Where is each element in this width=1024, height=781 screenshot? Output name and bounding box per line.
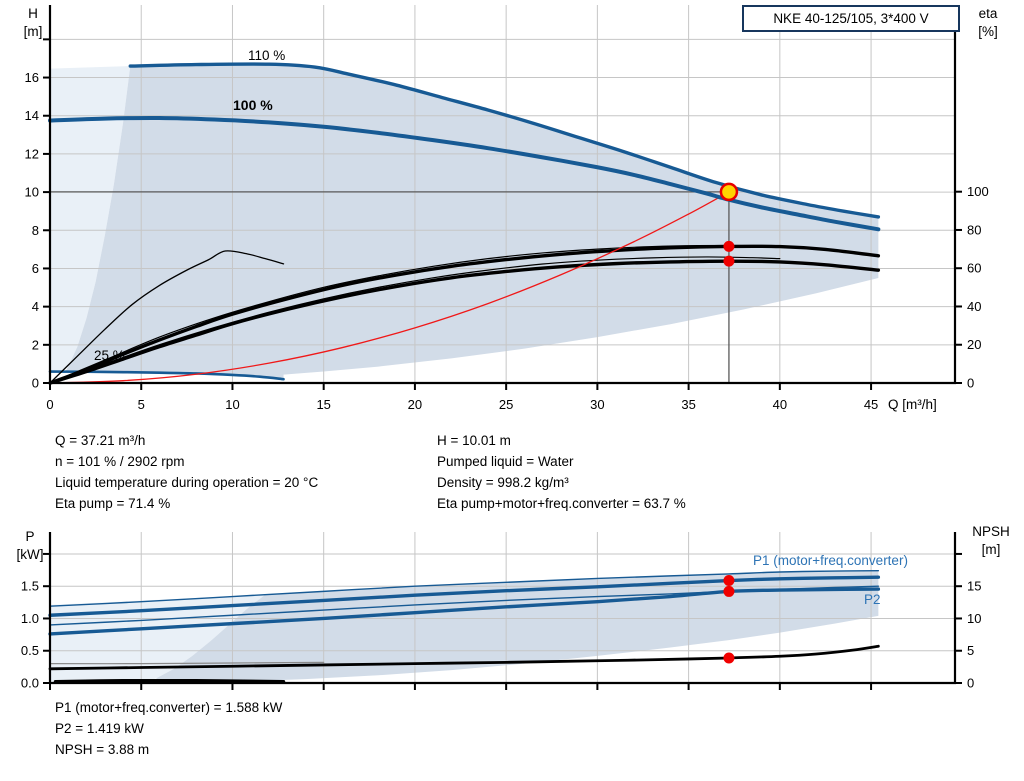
axis-tick-label: 45 bbox=[864, 397, 878, 412]
system-curve bbox=[49, 191, 730, 384]
axis-tick-label: 20 bbox=[408, 397, 422, 412]
annotation-head: H = 10.01 m bbox=[437, 433, 511, 448]
axis-tick-label: 10 bbox=[967, 611, 981, 626]
axis-tick-label: 30 bbox=[590, 397, 604, 412]
head-chart: 0 2 4 6 8 10 12 14 16 0 20 40 60 80 100 0 5 10 15 20 25 30 35 4… bbox=[24, 5, 998, 412]
p2-25-curve bbox=[53, 678, 286, 684]
annotation-p2: P2 = 1.419 kW bbox=[55, 721, 144, 736]
pump-model-title-box: NKE 40-125/105, 3*400 V bbox=[742, 5, 960, 32]
axis-tick-label: 8 bbox=[32, 223, 39, 238]
axis-tick-label: 15 bbox=[316, 397, 330, 412]
axis-tick-label: 0.5 bbox=[21, 643, 39, 658]
p1-curve bbox=[48, 575, 881, 617]
annotation-npsh: NPSH = 3.88 m bbox=[55, 742, 150, 757]
annotation-flow: Q = 37.21 m³/h bbox=[55, 433, 146, 448]
duty-point-marker[interactable] bbox=[719, 182, 739, 202]
operating-value-dot bbox=[723, 652, 735, 664]
axis-tick-label: 35 bbox=[681, 397, 695, 412]
axis-tick-label: 0 bbox=[967, 376, 974, 391]
annotation-liquid-temp: Liquid temperature during operation = 20… bbox=[55, 475, 319, 490]
power-gray-line bbox=[49, 661, 325, 665]
duty-annotations-left: Q = 37.21 m³/h n = 101 % / 2902 rpm Liqu… bbox=[55, 430, 318, 514]
axis-tick-label: 15 bbox=[967, 579, 981, 594]
axis-tick-label: 6 bbox=[32, 261, 39, 276]
axis-tick-label: 0 bbox=[967, 676, 974, 691]
y-axis-right-title: eta bbox=[979, 6, 998, 21]
axis-tick-label: 4 bbox=[32, 299, 39, 314]
annotation-speed: n = 101 % / 2902 rpm bbox=[55, 454, 185, 469]
operating-value-dot bbox=[723, 585, 735, 597]
envelope-light bbox=[50, 66, 131, 372]
operating-value-dot bbox=[723, 240, 735, 252]
speed-110-curve bbox=[128, 62, 881, 219]
axis-tick-label: 10 bbox=[25, 185, 39, 200]
axis-tick-label: 100 bbox=[967, 184, 989, 199]
x-axis-title: Q [m³/h] bbox=[888, 397, 937, 412]
axis-tick-label: 0 bbox=[32, 376, 39, 391]
curve-label: P1 (motor+freq.converter) bbox=[753, 553, 908, 568]
envelope-dark bbox=[65, 64, 879, 380]
eta-low-speed-arc bbox=[49, 250, 285, 384]
y-axis-left-title: [m] bbox=[24, 24, 43, 39]
annotation-eta-total: Eta pump+motor+freq.converter = 63.7 % bbox=[437, 496, 686, 511]
axis-tick-label: 40 bbox=[967, 299, 981, 314]
axis-tick-label: 1.0 bbox=[21, 611, 39, 626]
axis-tick-label: 60 bbox=[967, 261, 981, 276]
p2-curve bbox=[48, 587, 881, 636]
npsh-curve bbox=[48, 644, 880, 671]
power-chart: 0.0 0.5 1.0 1.5 0 5 10 15 P1 (motor+freq.convert… bbox=[17, 524, 1010, 691]
annotation-p1: P1 (motor+freq.converter) = 1.588 kW bbox=[55, 700, 283, 715]
y-axis-right-title: [m] bbox=[982, 542, 1001, 557]
curve-label: 25 % bbox=[94, 348, 125, 363]
axis-tick-label: 80 bbox=[967, 222, 981, 237]
annotation-pumped-liquid: Pumped liquid = Water bbox=[437, 454, 574, 469]
p1-110-curve bbox=[49, 570, 880, 607]
axis-tick-label: 5 bbox=[138, 397, 145, 412]
speed-100-curve bbox=[48, 115, 881, 232]
curve-label: 110 % bbox=[248, 48, 285, 63]
axis-tick-label: 10 bbox=[225, 397, 239, 412]
axis-tick-label: 25 bbox=[499, 397, 513, 412]
curve-label: P2 bbox=[864, 592, 881, 607]
axis-tick-label: 0 bbox=[46, 397, 53, 412]
operating-value-dot bbox=[723, 575, 735, 587]
annotation-density: Density = 998.2 kg/m³ bbox=[437, 475, 569, 490]
annotation-eta-pump: Eta pump = 71.4 % bbox=[55, 496, 171, 511]
y-axis-right-title: NPSH bbox=[972, 524, 1010, 539]
speed-25-curve bbox=[48, 370, 285, 381]
curve-label: 100 % bbox=[233, 97, 273, 113]
axis-tick-label: 14 bbox=[25, 108, 39, 123]
y-axis-left-title: H bbox=[28, 6, 38, 21]
axis-tick-label: 1.5 bbox=[21, 579, 39, 594]
eta-companion-2 bbox=[49, 256, 781, 384]
axis-tick-label: 12 bbox=[25, 146, 39, 161]
power-annotations: P1 (motor+freq.converter) = 1.588 kW P2 … bbox=[55, 697, 282, 760]
y-axis-right-title: [%] bbox=[978, 24, 998, 39]
operating-value-dot bbox=[723, 255, 735, 267]
duty-annotations-right: H = 10.01 m Pumped liquid = Water Densit… bbox=[437, 430, 686, 514]
axis-tick-label: 20 bbox=[967, 337, 981, 352]
axis-tick-label: 16 bbox=[25, 70, 39, 85]
axis-tick-label: 40 bbox=[773, 397, 787, 412]
axis-tick-label: 0.0 bbox=[21, 676, 39, 691]
y-axis-left-title: [kW] bbox=[17, 547, 44, 562]
axis-tick-label: 2 bbox=[32, 337, 39, 352]
axis-tick-label: 5 bbox=[967, 643, 974, 658]
y-axis-left-title: P bbox=[25, 529, 34, 544]
